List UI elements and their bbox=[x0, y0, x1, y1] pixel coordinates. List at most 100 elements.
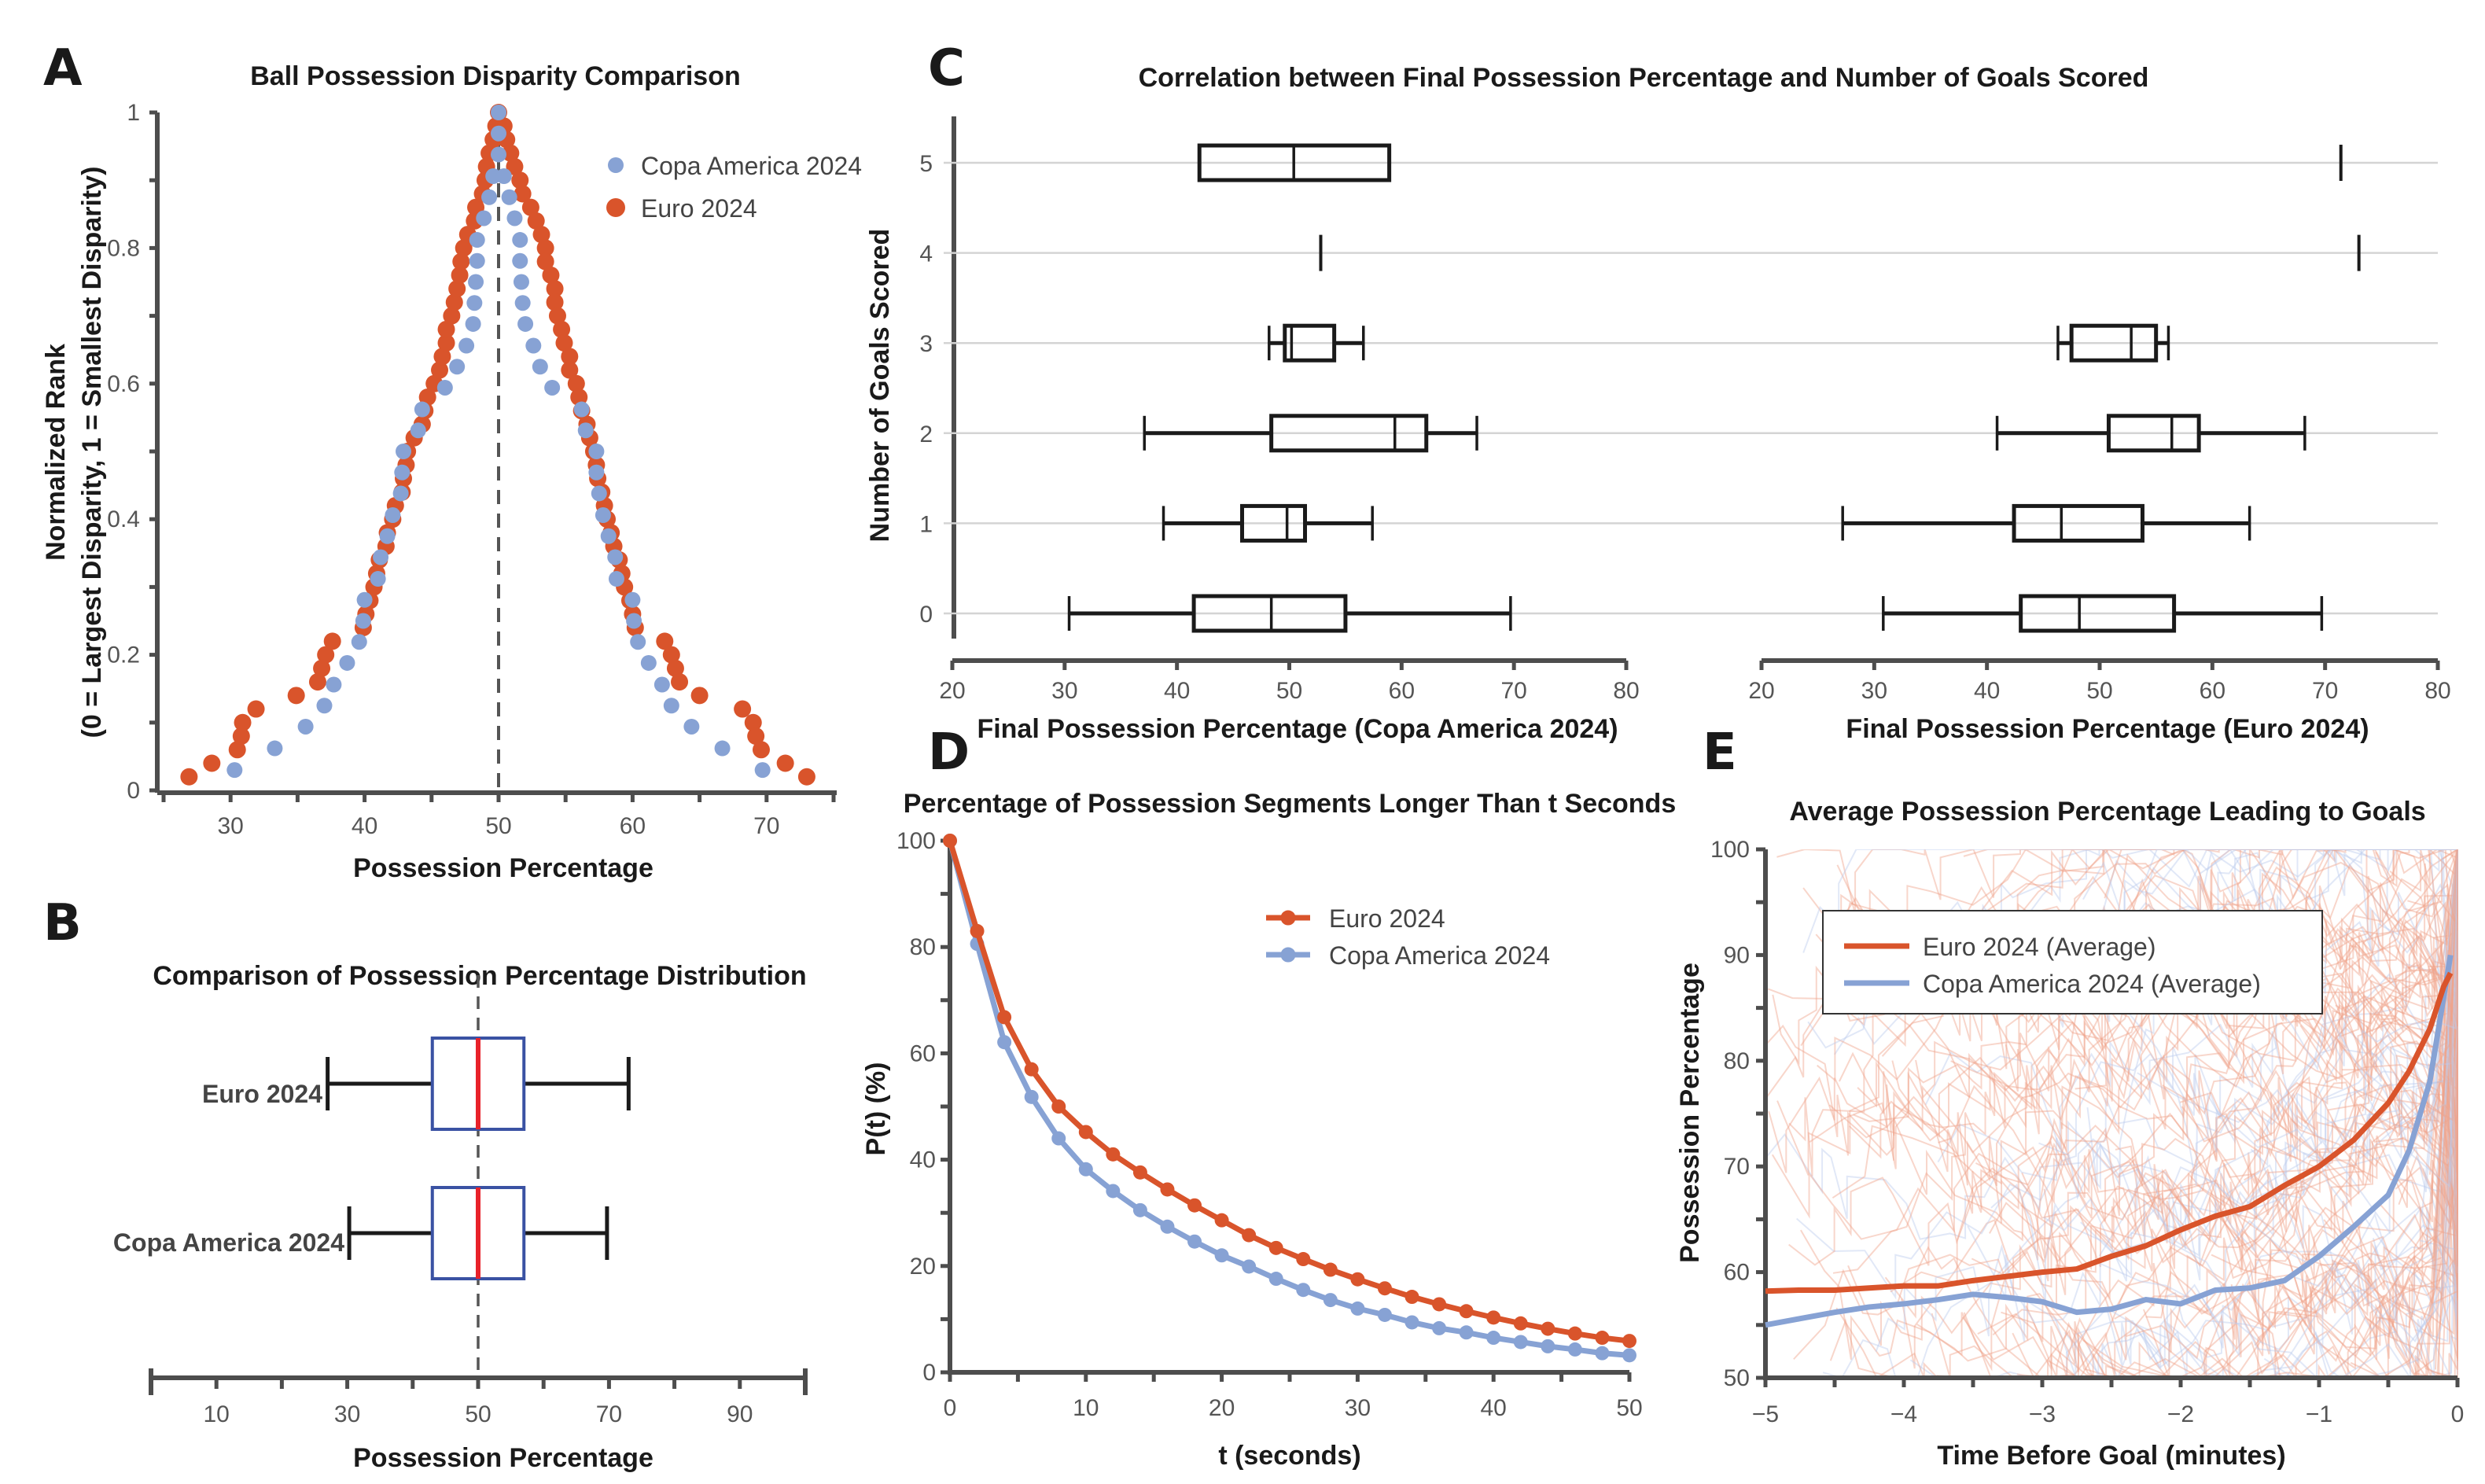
background-trace-euro bbox=[1800, 849, 2458, 1378]
x-tick-label: 80 bbox=[2424, 678, 2450, 704]
data-point-euro bbox=[247, 700, 265, 718]
background-trace-euro bbox=[2227, 968, 2458, 1348]
data-point-copa bbox=[501, 189, 517, 205]
x-tick-label: −5 bbox=[1752, 1401, 1779, 1427]
data-point-copa bbox=[573, 401, 590, 418]
data-point-euro bbox=[521, 198, 539, 216]
x-tick-label: 50 bbox=[485, 813, 511, 839]
data-point-copa bbox=[495, 168, 512, 185]
data-point-euro bbox=[514, 185, 532, 203]
background-trace-copa bbox=[1937, 938, 2458, 1359]
data-point-euro bbox=[433, 348, 451, 366]
data-point-copa bbox=[468, 274, 484, 290]
series-line-euro bbox=[1765, 971, 2454, 1294]
x-tick-label: 40 bbox=[1974, 678, 2000, 704]
background-trace-copa bbox=[2063, 1003, 2458, 1378]
data-point-copa bbox=[997, 1035, 1012, 1050]
background-trace-euro bbox=[2427, 1033, 2458, 1117]
data-point-euro bbox=[1622, 1334, 1636, 1349]
box-euro-goals-3 bbox=[2056, 323, 2170, 363]
y-tick-label: 20 bbox=[910, 1254, 936, 1280]
background-trace-copa bbox=[2263, 849, 2458, 1378]
panel-e: E Average Possession Percentage Leading … bbox=[1675, 724, 2464, 1471]
background-trace-euro bbox=[1963, 849, 2458, 1301]
data-point-euro bbox=[232, 727, 250, 746]
data-point-euro bbox=[1132, 1165, 1147, 1180]
x-tick-label: 0 bbox=[944, 1395, 957, 1421]
x-tick-label: 40 bbox=[352, 813, 377, 839]
data-point-copa bbox=[396, 444, 412, 459]
legend-label-copa: Copa America 2024 bbox=[641, 152, 862, 180]
background-trace-euro bbox=[1950, 849, 2458, 1130]
box-euro-goals-2 bbox=[1995, 414, 2306, 453]
data-point-copa bbox=[1595, 1346, 1610, 1361]
panel-d-legend: Euro 2024 Copa America 2024 bbox=[1266, 904, 1550, 970]
data-point-copa bbox=[1024, 1089, 1039, 1104]
data-point-euro bbox=[1541, 1321, 1555, 1336]
data-point-copa bbox=[653, 676, 670, 693]
data-point-copa bbox=[577, 422, 594, 439]
background-trace-copa bbox=[1924, 1023, 2458, 1316]
background-trace-euro bbox=[1890, 849, 2458, 1309]
background-trace-euro bbox=[1832, 919, 2458, 1274]
data-point-euro bbox=[317, 646, 335, 664]
data-point-copa bbox=[373, 549, 389, 565]
background-trace-euro bbox=[2256, 849, 2458, 981]
data-point-euro bbox=[536, 252, 554, 271]
panel-a-x-axis-label: Possession Percentage bbox=[353, 853, 653, 883]
x-tick-label: 70 bbox=[596, 1401, 622, 1427]
background-trace-euro bbox=[2323, 849, 2458, 1232]
data-point-euro bbox=[536, 239, 554, 257]
data-point-copa bbox=[1078, 1162, 1093, 1177]
data-point-euro bbox=[451, 266, 469, 284]
data-point-copa bbox=[392, 485, 409, 502]
panel-letter-b: B bbox=[43, 894, 82, 952]
data-point-copa bbox=[466, 295, 483, 311]
data-point-copa bbox=[525, 337, 542, 354]
legend-marker-copa bbox=[1280, 947, 1296, 963]
background-trace-copa bbox=[1971, 849, 2457, 928]
background-trace-euro bbox=[1981, 849, 2458, 974]
panel-c-boxes bbox=[1067, 143, 2361, 633]
data-point-euro bbox=[752, 741, 770, 759]
iqr-box bbox=[2012, 503, 2144, 543]
box-euro-goals-0 bbox=[1882, 594, 2324, 633]
background-trace-euro bbox=[2354, 849, 2458, 1378]
data-point-copa bbox=[514, 295, 531, 311]
data-point-copa bbox=[595, 507, 611, 524]
background-trace-euro bbox=[2254, 1159, 2458, 1346]
background-trace-euro bbox=[1848, 975, 2458, 1159]
data-point-copa bbox=[626, 613, 642, 629]
data-point-euro bbox=[747, 727, 765, 746]
data-point-copa bbox=[226, 762, 243, 779]
background-trace-copa bbox=[2086, 849, 2458, 1186]
background-trace-euro bbox=[2336, 1084, 2458, 1208]
data-point-copa bbox=[316, 698, 333, 714]
panel-d-lines bbox=[943, 834, 1636, 1363]
background-trace-euro bbox=[1961, 856, 2458, 1378]
data-point-euro bbox=[561, 361, 579, 379]
data-point-euro bbox=[455, 239, 473, 257]
x-tick-label: −3 bbox=[2029, 1401, 2056, 1427]
data-point-copa bbox=[410, 422, 426, 439]
data-point-copa bbox=[640, 654, 657, 671]
data-point-copa bbox=[1459, 1325, 1474, 1340]
panel-letter-a: A bbox=[43, 39, 83, 98]
data-point-euro bbox=[1404, 1290, 1419, 1305]
data-point-copa bbox=[385, 507, 401, 524]
data-point-copa bbox=[754, 762, 771, 779]
data-point-euro bbox=[1432, 1297, 1447, 1312]
panel-a: A Ball Possession Disparity Comparison P… bbox=[41, 39, 862, 883]
data-point-euro bbox=[511, 171, 529, 190]
data-point-euro bbox=[1459, 1304, 1474, 1319]
data-point-euro bbox=[546, 293, 564, 311]
background-trace-euro bbox=[1847, 1078, 2458, 1346]
data-point-euro bbox=[776, 754, 794, 772]
y-tick-label: 1 bbox=[127, 100, 140, 126]
data-point-copa bbox=[355, 613, 371, 629]
data-point-euro bbox=[970, 923, 985, 938]
panel-e-title: Average Possession Percentage Leading to… bbox=[1789, 797, 2425, 827]
y-tick-label: 80 bbox=[1724, 1048, 1750, 1074]
data-point-copa bbox=[607, 549, 624, 565]
panel-a-points bbox=[180, 104, 815, 786]
